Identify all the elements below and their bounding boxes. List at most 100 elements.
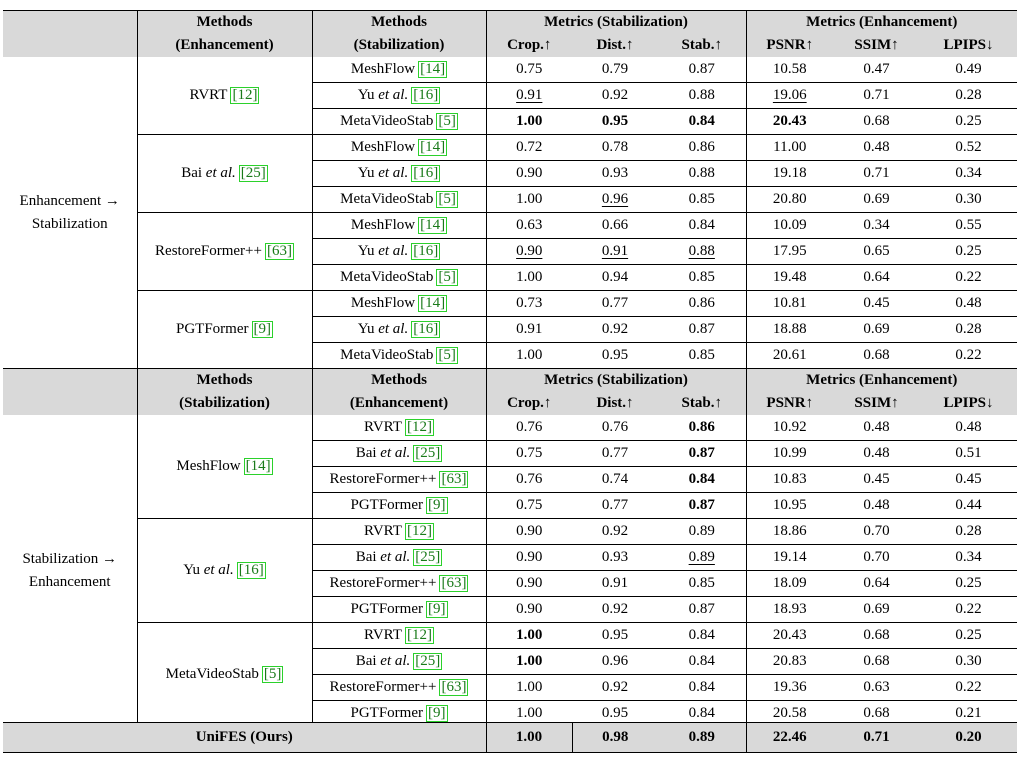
citation-link[interactable]: [63]	[439, 575, 469, 592]
cell-ssim: 0.70	[833, 544, 921, 571]
cell-crop: 0.90	[485, 544, 572, 571]
citation-link[interactable]: [9]	[426, 601, 448, 618]
cell-psnr: 17.95	[745, 238, 834, 265]
cell-psnr: 19.48	[745, 264, 834, 291]
method-name: RestoreFormer++ [63]	[330, 679, 469, 696]
cell-lpips: 0.25	[920, 622, 1018, 649]
citation-link[interactable]: [5]	[261, 666, 284, 683]
cell-lpips: 0.30	[920, 648, 1018, 675]
citation-link[interactable]: [12]	[404, 627, 434, 644]
citation-link[interactable]: [9]	[426, 497, 448, 514]
citation-link[interactable]: [14]	[418, 295, 448, 312]
method-label: Yu	[357, 165, 379, 181]
citation-link[interactable]: [63]	[439, 679, 469, 696]
block-method-cell: Yu et al. [16]	[136, 518, 312, 623]
table-row: Yu et al. [16] 0.91 0.92 0.88 19.06 0.71 0.28	[3, 82, 1018, 109]
block-method-cell: PGTFormer [9]	[136, 290, 312, 369]
method-label: MetaVideoStab	[340, 191, 434, 207]
citation-link[interactable]: [12]	[230, 87, 260, 104]
row-method-cell: MeshFlow [14]	[311, 290, 486, 317]
header-crop: Crop.↑	[485, 34, 572, 57]
cell-stab: 0.87	[688, 61, 715, 77]
row-method-cell: MeshFlow [14]	[311, 212, 486, 239]
citation-link[interactable]: [25]	[238, 165, 268, 182]
citation-link[interactable]: [63]	[264, 243, 294, 260]
cell-psnr: 18.88	[745, 316, 834, 343]
method-label: Bai	[181, 165, 206, 181]
method-name: Yu et al. [16]	[358, 87, 441, 104]
citation-link[interactable]: [5]	[436, 191, 458, 208]
citation-link[interactable]: [14]	[243, 458, 273, 475]
method-name: MeshFlow [14]	[351, 139, 448, 156]
citation-link[interactable]: [14]	[418, 217, 448, 234]
row-method-cell: RestoreFormer++ [63]	[311, 674, 486, 701]
cell-lpips: 0.22	[920, 596, 1018, 623]
citation-link[interactable]: [12]	[404, 419, 434, 436]
cell-stab: 0.86	[688, 419, 715, 435]
citation-link[interactable]: [9]	[251, 321, 273, 338]
cell-lpips: 0.22	[920, 342, 1018, 369]
method-name: RVRT [12]	[364, 523, 434, 540]
method-name: PGTFormer [9]	[176, 321, 273, 338]
cell-stab: 0.86	[658, 290, 747, 317]
cell-lpips: 0.25	[920, 108, 1018, 135]
row-method-cell: MeshFlow [14]	[311, 134, 486, 161]
citation-link[interactable]: [16]	[411, 321, 441, 338]
cell-lpips: 0.55	[920, 212, 1018, 239]
table-row: Bai et al. [25] 0.75 0.77 0.87 10.99 0.48 0.51	[3, 440, 1018, 467]
table-row: Yu et al. [16] RVRT [12] 0.90 0.92 0.89 18.86 0.…	[3, 518, 1018, 623]
cell-ssim: 0.48	[833, 492, 921, 519]
method-label: Yu	[357, 243, 379, 259]
cell-psnr: 19.06	[745, 82, 834, 109]
method-name: Yu et al. [16]	[357, 243, 441, 260]
table-row: MetaVideoStab [5] 1.00 0.95 0.85 20.61 0.68 0.2…	[3, 342, 1018, 369]
citation-link[interactable]: [9]	[426, 705, 448, 722]
cell-ssim: 0.68	[833, 622, 921, 649]
row-method-cell: Bai et al. [25]	[311, 440, 486, 467]
cell-ssim: 0.68	[833, 648, 921, 675]
citation-link[interactable]: [16]	[411, 243, 441, 260]
citation-link[interactable]: [14]	[418, 139, 448, 156]
cell-crop: 0.75	[485, 492, 572, 519]
method-label: MeshFlow	[176, 458, 241, 474]
cell-dist: 0.77	[572, 290, 658, 317]
method-label: RVRT	[364, 419, 402, 435]
header-dist: Dist.↑	[572, 34, 658, 57]
cell-stab: 0.84	[658, 466, 747, 493]
block-method-cell: RVRT [12]	[136, 57, 312, 135]
cell-dist: 0.91	[572, 238, 658, 265]
method-name: RVRT [12]	[190, 87, 260, 104]
cell-crop: 0.72	[485, 134, 572, 161]
method-label: RVRT	[364, 627, 402, 643]
citation-link[interactable]: [25]	[413, 653, 443, 670]
citation-link[interactable]: [16]	[236, 562, 266, 579]
method-label: Bai	[355, 445, 381, 461]
cell-dist: 0.96	[572, 648, 658, 675]
cell-ssim: 0.64	[833, 570, 921, 597]
citation-link[interactable]: [16]	[411, 165, 441, 182]
citation-link[interactable]: [12]	[404, 523, 434, 540]
citation-link[interactable]: [25]	[413, 445, 443, 462]
cell-ssim: 0.64	[833, 264, 921, 291]
row-method-cell: Yu et al. [16]	[311, 238, 486, 265]
method-label: MeshFlow	[350, 61, 416, 77]
method-label: PGTFormer	[176, 321, 249, 337]
method-name: MetaVideoStab [5]	[340, 269, 458, 286]
cell-psnr: 18.93	[745, 596, 834, 623]
cell-psnr: 19.18	[745, 160, 834, 187]
citation-link[interactable]: [63]	[439, 471, 469, 488]
method-label-italic: et al.	[380, 445, 411, 461]
citation-link[interactable]: [5]	[436, 347, 458, 364]
method-label: MetaVideoStab	[340, 269, 434, 285]
cell-crop: 1.00	[485, 674, 572, 701]
citation-link[interactable]: [14]	[418, 61, 448, 78]
citation-link[interactable]: [25]	[413, 549, 443, 566]
header-dist: Dist.↑	[572, 392, 658, 415]
method-name: RestoreFormer++ [63]	[330, 575, 469, 592]
row-method-cell: RestoreFormer++ [63]	[311, 466, 486, 493]
citation-link[interactable]: [5]	[436, 113, 458, 130]
cell-ssim: 0.70	[833, 518, 921, 545]
cell-crop: 0.76	[485, 415, 572, 441]
citation-link[interactable]: [5]	[436, 269, 458, 286]
citation-link[interactable]: [16]	[411, 87, 441, 104]
